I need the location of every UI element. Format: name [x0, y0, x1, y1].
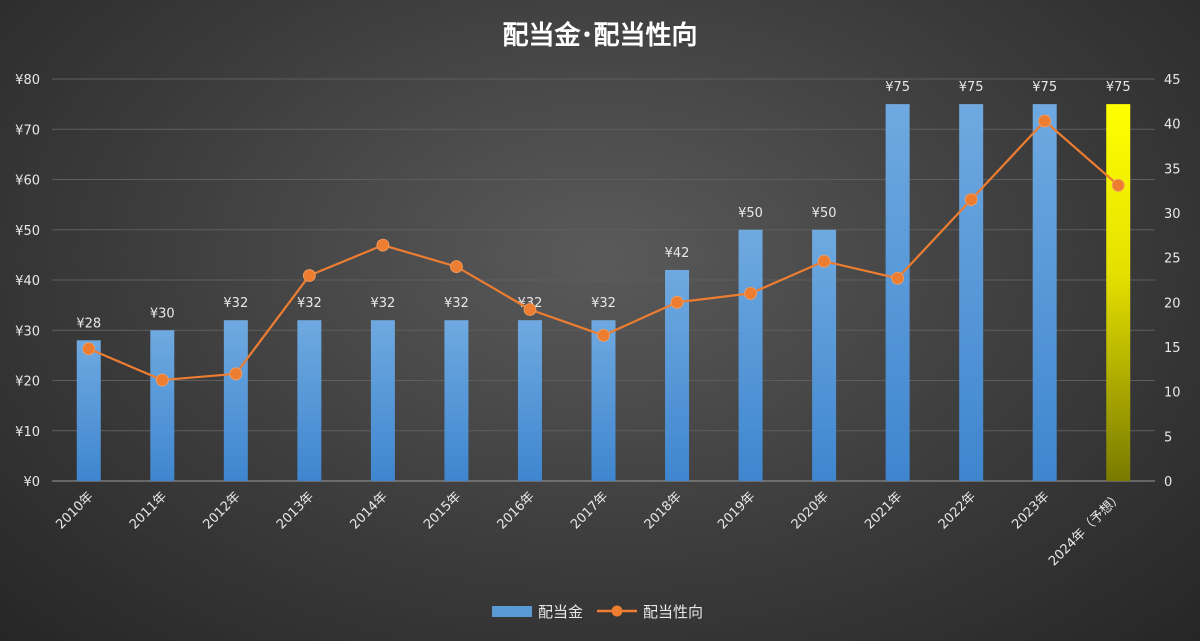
- bar-data-label: ¥75: [885, 80, 910, 95]
- bar: [1032, 104, 1057, 481]
- bar: [150, 330, 175, 481]
- bar: [591, 320, 616, 481]
- bar-data-label: ¥50: [738, 206, 763, 221]
- x-tick-label: 2013年: [274, 489, 317, 532]
- right-tick-label: 10: [1164, 386, 1181, 401]
- payout-marker: [891, 271, 905, 285]
- payout-marker: [376, 238, 390, 252]
- x-tick-label: 2016年: [495, 489, 538, 532]
- payout-marker: [1111, 178, 1125, 192]
- bar: [738, 229, 763, 481]
- left-tick-label: ¥20: [15, 375, 40, 390]
- bar: [297, 320, 322, 481]
- bar-data-label: ¥32: [223, 296, 248, 311]
- left-tick-label: ¥70: [15, 123, 40, 138]
- legend-swatch-payout-marker: [611, 605, 623, 617]
- x-tick-label: 2014年: [348, 489, 391, 532]
- bar-data-label: ¥75: [959, 80, 984, 95]
- bar-data-label: ¥42: [665, 246, 690, 261]
- payout-marker: [155, 373, 169, 387]
- x-tick-label: 2021年: [862, 489, 905, 532]
- left-tick-label: ¥30: [15, 324, 40, 339]
- bar-data-label: ¥50: [812, 206, 837, 221]
- chart-title: 配当金･配当性向: [502, 20, 697, 51]
- x-tick-label: 2010年: [53, 489, 96, 532]
- bar: [370, 320, 395, 481]
- bar: [517, 320, 542, 481]
- right-axis-ticks: 0 5 10 15 20 25 30 35 40 45: [1164, 73, 1181, 490]
- x-tick-label: 2019年: [715, 489, 758, 532]
- payout-marker: [82, 342, 96, 356]
- x-tick-label: 2017年: [568, 489, 611, 532]
- left-tick-label: ¥80: [15, 73, 40, 88]
- bar: [223, 320, 248, 481]
- bar-data-label: ¥32: [370, 296, 395, 311]
- payout-marker: [817, 254, 831, 268]
- right-tick-label: 5: [1164, 430, 1172, 445]
- payout-marker: [597, 328, 610, 342]
- left-tick-label: ¥0: [23, 475, 40, 490]
- bar: [959, 104, 984, 481]
- right-tick-label: 35: [1164, 162, 1181, 177]
- x-tick-label: 2018年: [642, 489, 685, 532]
- bar: [812, 229, 837, 481]
- payout-marker: [670, 295, 684, 309]
- x-tick-label: 2011年: [127, 489, 170, 532]
- right-tick-label: 15: [1164, 341, 1181, 356]
- x-tick-label: 2022年: [936, 489, 979, 532]
- x-tick-label: 2023年: [1009, 489, 1052, 532]
- payout-marker: [229, 367, 243, 381]
- payout-marker: [523, 303, 537, 316]
- bar-data-label: ¥30: [150, 306, 175, 321]
- bar: [76, 340, 101, 481]
- payout-marker: [302, 269, 316, 282]
- legend-label-payout: 配当性向: [643, 603, 703, 621]
- x-tick-label: 2020年: [789, 489, 832, 532]
- dividend-data-labels: ¥28¥30¥32¥32¥32¥32¥32¥32¥42¥50¥50¥75¥75¥…: [76, 80, 1130, 331]
- legend-label-dividend: 配当金: [538, 603, 583, 621]
- x-tick-label: 2024年（予想）: [1045, 489, 1126, 570]
- bar-data-label: ¥75: [1106, 80, 1131, 95]
- payout-marker: [744, 286, 757, 300]
- x-tick-label: 2015年: [421, 489, 464, 532]
- x-axis-ticks: 2010年 2011年 2012年 2013年 2014年 2015年 2016年 2017年…: [53, 489, 1126, 570]
- payout-ratio-line: [82, 114, 1125, 387]
- bar-data-label: ¥32: [591, 296, 616, 311]
- left-tick-label: ¥60: [15, 174, 40, 189]
- left-tick-label: ¥40: [15, 274, 40, 289]
- left-tick-label: ¥10: [15, 425, 40, 440]
- right-tick-label: 25: [1164, 252, 1181, 267]
- left-axis-ticks: ¥0 ¥10 ¥20 ¥30 ¥40 ¥50 ¥60 ¥70 ¥80: [15, 73, 40, 490]
- bar-data-label: ¥32: [444, 296, 469, 311]
- payout-marker: [1038, 114, 1052, 128]
- legend-swatch-dividend: [492, 606, 532, 617]
- x-tick-label: 2012年: [200, 489, 243, 532]
- payout-marker: [450, 260, 463, 274]
- bar-highlight: [1106, 104, 1131, 481]
- right-tick-label: 0: [1164, 475, 1172, 490]
- bar-data-label: ¥32: [297, 296, 322, 311]
- bar: [444, 320, 469, 481]
- left-tick-label: ¥50: [15, 224, 40, 239]
- payout-marker: [964, 193, 978, 207]
- legend: 配当金 配当性向: [492, 603, 703, 621]
- right-tick-label: 40: [1164, 118, 1181, 133]
- right-tick-label: 30: [1164, 207, 1181, 222]
- right-tick-label: 20: [1164, 296, 1181, 311]
- right-tick-label: 45: [1164, 73, 1181, 88]
- bar: [885, 104, 910, 481]
- bar-data-label: ¥28: [76, 316, 101, 331]
- bar-data-label: ¥75: [1032, 80, 1057, 95]
- dividend-bars: [76, 104, 1131, 481]
